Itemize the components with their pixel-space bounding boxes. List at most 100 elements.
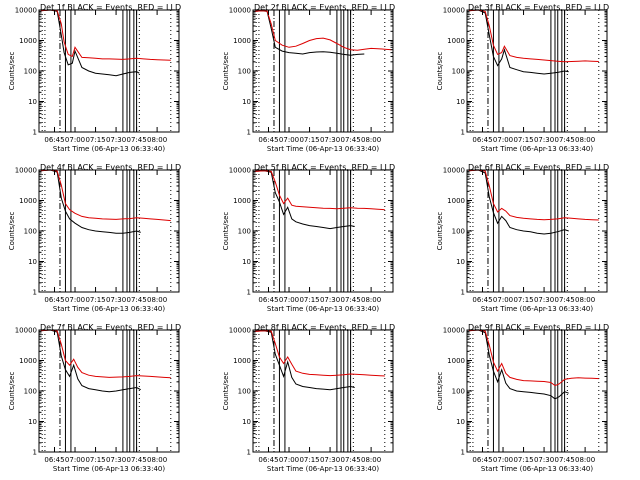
- x-tick-label: 07:30: [106, 136, 126, 144]
- x-tick-label: 08:00: [361, 296, 381, 304]
- series-events-line: [468, 9, 569, 75]
- x-tick-label: 07:30: [106, 296, 126, 304]
- y-tick-label: 1000: [233, 197, 251, 205]
- y-axis-label: Counts/sec: [222, 212, 230, 251]
- y-axis-label: Counts/sec: [436, 52, 444, 91]
- y-tick-label: 1: [33, 449, 37, 457]
- x-tick-label: 07:15: [513, 136, 533, 144]
- y-axis-label: Counts/sec: [8, 372, 16, 411]
- y-tick-label: 10000: [229, 327, 251, 335]
- chart-title: Det 3f BLACK = Events, RED = LLD: [468, 3, 609, 12]
- y-tick-label: 100: [238, 388, 251, 396]
- x-tick-label: 06:45: [472, 456, 492, 464]
- y-axis-label: Counts/sec: [8, 212, 16, 251]
- x-tick-label: 07:15: [299, 136, 319, 144]
- y-tick-label: 1000: [447, 197, 465, 205]
- x-tick-label: 06:45: [258, 296, 278, 304]
- x-tick-label: 08:00: [575, 456, 595, 464]
- x-tick-label: 07:15: [85, 296, 105, 304]
- series-events-line: [468, 329, 569, 400]
- x-tick-label: 07:30: [320, 456, 340, 464]
- y-tick-label: 100: [452, 68, 465, 76]
- series-events-line: [40, 329, 141, 393]
- series-lld-line: [468, 9, 599, 63]
- series-events-line: [40, 169, 141, 234]
- x-tick-label: 07:45: [554, 296, 574, 304]
- y-tick-label: 100: [24, 388, 37, 396]
- x-tick-label: 07:15: [513, 296, 533, 304]
- y-tick-label: 100: [24, 228, 37, 236]
- series-lld-line: [40, 9, 171, 61]
- x-tick-label: 06:45: [472, 296, 492, 304]
- y-tick-label: 1: [247, 289, 251, 297]
- y-tick-label: 1: [33, 129, 37, 137]
- y-tick-label: 1: [247, 449, 251, 457]
- y-tick-label: 1000: [19, 197, 37, 205]
- x-tick-label: 07:30: [534, 136, 554, 144]
- x-tick-label: 07:15: [513, 456, 533, 464]
- y-tick-label: 10: [242, 258, 251, 266]
- x-axis-label: Start Time (06-Apr-13 06:33:40): [267, 145, 379, 153]
- y-tick-label: 10: [456, 258, 465, 266]
- x-tick-label: 06:45: [258, 456, 278, 464]
- x-tick-label: 07:45: [340, 456, 360, 464]
- x-tick-label: 07:45: [126, 456, 146, 464]
- y-tick-label: 1000: [233, 37, 251, 45]
- y-tick-label: 10: [456, 418, 465, 426]
- x-tick-label: 08:00: [575, 296, 595, 304]
- series-lld-line: [468, 329, 599, 387]
- y-tick-label: 10000: [443, 7, 465, 15]
- x-tick-label: 08:00: [147, 136, 167, 144]
- x-tick-label: 07:45: [340, 136, 360, 144]
- x-axis-label: Start Time (06-Apr-13 06:33:40): [267, 465, 379, 473]
- chart-panel-8: 1 10 100 1000 10000 06:45 07:00 07:15 07:30 07:45…: [222, 323, 395, 473]
- y-tick-label: 1000: [19, 357, 37, 365]
- y-tick-label: 1000: [447, 357, 465, 365]
- y-tick-label: 1000: [233, 357, 251, 365]
- series-lld-line: [254, 170, 385, 211]
- chart-panel-7: 1 10 100 1000 10000 06:45 07:00 07:15 07:30 07:45…: [8, 323, 181, 473]
- x-axis-label: Start Time (06-Apr-13 06:33:40): [481, 305, 593, 313]
- y-axis-label: Counts/sec: [436, 212, 444, 251]
- x-tick-label: 06:45: [44, 296, 64, 304]
- y-axis-label: Counts/sec: [222, 372, 230, 411]
- y-axis-label: Counts/sec: [436, 372, 444, 411]
- x-tick-label: 07:00: [279, 136, 299, 144]
- y-tick-label: 10000: [443, 167, 465, 175]
- y-tick-label: 100: [238, 68, 251, 76]
- x-tick-label: 06:45: [258, 136, 278, 144]
- x-tick-label: 06:45: [44, 136, 64, 144]
- y-tick-label: 10000: [15, 327, 37, 335]
- y-tick-label: 1: [461, 289, 465, 297]
- series-events-line: [468, 169, 569, 235]
- x-axis-label: Start Time (06-Apr-13 06:33:40): [53, 465, 165, 473]
- chart-panel-5: 1 10 100 1000 10000 06:45 07:00 07:15 07:30 07:45…: [222, 163, 395, 313]
- x-tick-label: 08:00: [147, 456, 167, 464]
- series-events-line: [40, 9, 140, 77]
- chart-panel-3: 1 10 100 1000 10000 06:45 07:00 07:15 07:30 07:45…: [436, 3, 609, 153]
- chart-panel-9: 1 10 100 1000 10000 06:45 07:00 07:15 07:30 07:45…: [436, 323, 609, 473]
- y-tick-label: 10000: [15, 7, 37, 15]
- x-tick-label: 07:00: [279, 456, 299, 464]
- x-tick-label: 07:45: [554, 136, 574, 144]
- y-tick-label: 10000: [443, 327, 465, 335]
- x-tick-label: 07:15: [299, 296, 319, 304]
- y-tick-label: 10000: [229, 7, 251, 15]
- chart-panel-2: 1 10 100 1000 10000 06:45 07:00 07:15 07:30 07:45…: [222, 3, 395, 153]
- x-tick-label: 07:00: [65, 456, 85, 464]
- series-lld-line: [40, 329, 171, 379]
- x-tick-label: 07:15: [85, 456, 105, 464]
- x-tick-label: 07:00: [279, 296, 299, 304]
- y-tick-label: 1000: [19, 37, 37, 45]
- x-tick-label: 08:00: [361, 456, 381, 464]
- chart-panel-6: 1 10 100 1000 10000 06:45 07:00 07:15 07:30 07:45…: [436, 163, 609, 313]
- chart-title: Det 2f BLACK = Events, RED = LLD: [254, 3, 395, 12]
- x-tick-label: 07:00: [65, 136, 85, 144]
- y-tick-label: 100: [24, 68, 37, 76]
- y-tick-label: 1: [247, 129, 251, 137]
- x-tick-label: 07:45: [126, 136, 146, 144]
- series-events-line: [254, 10, 365, 56]
- x-tick-label: 07:45: [126, 296, 146, 304]
- x-tick-label: 07:45: [340, 296, 360, 304]
